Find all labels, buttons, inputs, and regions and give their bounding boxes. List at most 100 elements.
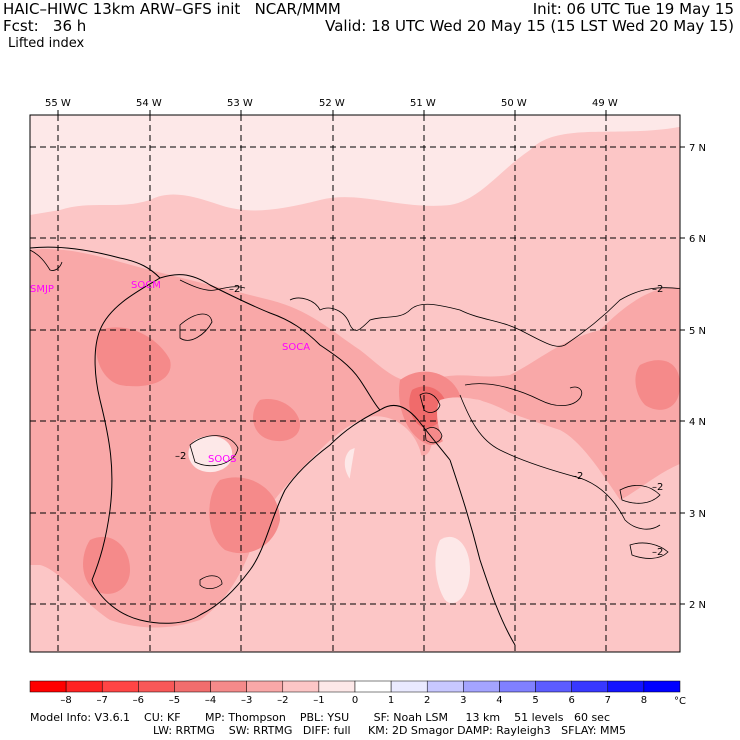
chart-title: HAIC–HIWC 13km ARW–GFS init NCAR/MMM [3, 0, 341, 18]
colorbar-tick-label: 5 [532, 695, 538, 706]
station-label-socm: SOCM [131, 280, 161, 291]
colorbar-swatch [643, 680, 681, 693]
footer-physics-info: LW: RRTMG SW: RRTMG DIFF: full KM: 2D Sm… [153, 724, 626, 737]
contour-line-1 [30, 249, 63, 271]
contour-line-8 [179, 313, 213, 341]
colorbar-tick-label: 7 [605, 695, 611, 706]
colorbar-unit: °C [674, 696, 686, 707]
colorbar-tick-label: –8 [60, 695, 71, 706]
contour-label: –2 [572, 471, 583, 482]
contour-line-12 [629, 542, 669, 559]
strong-patch-6 [253, 399, 300, 442]
contour-line-7 [424, 427, 443, 444]
lat-label: 5 N [689, 326, 706, 337]
contour-line-10 [199, 575, 223, 590]
pale-region-west [30, 137, 63, 205]
contour-line-5 [459, 394, 661, 530]
colorbar-swatch [426, 680, 464, 693]
contour-line-4 [464, 383, 583, 407]
deep-core [409, 386, 446, 428]
tick-marks [57, 110, 685, 605]
colorbar-tick-label: 8 [641, 695, 647, 706]
contour-label: –2 [652, 482, 663, 493]
colorbar-tick-label: 4 [496, 695, 502, 706]
contour-line-2 [179, 279, 246, 291]
light-pocket-1 [437, 397, 554, 511]
lon-label: 49 W [592, 98, 618, 109]
colorbar-swatch [138, 680, 175, 693]
colorbar-tick-label: 0 [352, 695, 358, 706]
station-label-smjp: SMJP [30, 284, 54, 295]
lat-label: 3 N [689, 509, 706, 520]
colorbar-swatch [499, 680, 536, 693]
pale-region-north [30, 115, 680, 215]
contour-label: –2 [229, 284, 240, 295]
colorbar-swatch [318, 680, 356, 693]
lat-label: 4 N [689, 417, 706, 428]
colorbar-swatch [354, 680, 392, 693]
pale-pocket-3 [188, 436, 233, 473]
lat-label: 6 N [689, 234, 706, 245]
pale-pocket-2 [435, 536, 470, 604]
field-name: Lifted index [8, 36, 85, 51]
colorbar-swatch [607, 680, 645, 693]
colorbar-swatch [390, 680, 428, 693]
coastline [30, 246, 451, 461]
colorbar-tick-label: 1 [388, 695, 394, 706]
grid-lines [30, 115, 680, 652]
light-pocket-2 [336, 416, 435, 640]
map-frame [29, 114, 681, 653]
lat-label: 2 N [689, 600, 706, 611]
lon-label: 50 W [501, 98, 527, 109]
contour-label: –2 [175, 451, 186, 462]
init-time: Init: 06 UTC Tue 19 May 15 [532, 0, 734, 18]
colorbar-swatch [282, 680, 320, 693]
colorbar-swatch [463, 680, 500, 693]
colorbar-swatch [29, 680, 67, 693]
colorbar-tick-label: –4 [205, 695, 216, 706]
colorbar-swatch [535, 680, 572, 693]
strong-patch-4 [635, 360, 680, 410]
colorbar-tick-label: 2 [424, 695, 430, 706]
coastline-east [449, 459, 516, 646]
contours [30, 249, 680, 590]
colorbar-swatch [246, 680, 284, 693]
colorbar: –8 –7 –6 –5 –4 –3 –2 –1 0 1 2 3 4 5 6 7 8 [29, 680, 681, 706]
colorbar-tick-label: 6 [568, 695, 574, 706]
colorbar-tick-label: –3 [241, 695, 252, 706]
lon-label: 54 W [136, 98, 162, 109]
strong-patch-2 [209, 477, 280, 554]
forecast-hour: Fcst: 36 h [3, 17, 87, 35]
contour-line-11 [619, 485, 661, 504]
colorbar-swatch [174, 680, 211, 693]
contour-label: –2 [652, 547, 663, 558]
valid-time: Valid: 18 UTC Wed 20 May 15 (15 LST Wed … [325, 17, 734, 35]
station-label-soos: SOOS [208, 454, 236, 465]
lon-label: 51 W [410, 98, 436, 109]
shaded-field [30, 115, 680, 652]
colorbar-swatch [571, 680, 609, 693]
lon-label: 55 W [45, 98, 71, 109]
colorbar-tick-label: –5 [169, 695, 180, 706]
colorbar-swatch [65, 680, 103, 693]
footer-model-info: Model Info: V3.6.1 CU: KF MP: Thompson P… [30, 711, 610, 724]
lat-label: 7 N [689, 143, 706, 154]
strong-patch-1 [96, 327, 171, 387]
medium-region-interior [30, 249, 680, 628]
strong-patch-5 [83, 536, 130, 594]
colorbar-tick-label: 3 [460, 695, 466, 706]
contour-label: –2 [652, 284, 663, 295]
contour-line-3 [289, 287, 680, 347]
colorbar-swatch [210, 680, 247, 693]
station-label-soca: SOCA [282, 342, 310, 353]
contour-line-6 [419, 392, 441, 413]
colorbar-tick-label: –2 [277, 695, 288, 706]
lon-label: 52 W [319, 98, 345, 109]
colorbar-swatch [101, 680, 139, 693]
colorbar-tick-label: –6 [133, 695, 144, 706]
lon-label: 53 W [227, 98, 253, 109]
contour-line-9 [189, 435, 239, 466]
colorbar-tick-label: –1 [313, 695, 324, 706]
colorbar-tick-label: –7 [97, 695, 108, 706]
